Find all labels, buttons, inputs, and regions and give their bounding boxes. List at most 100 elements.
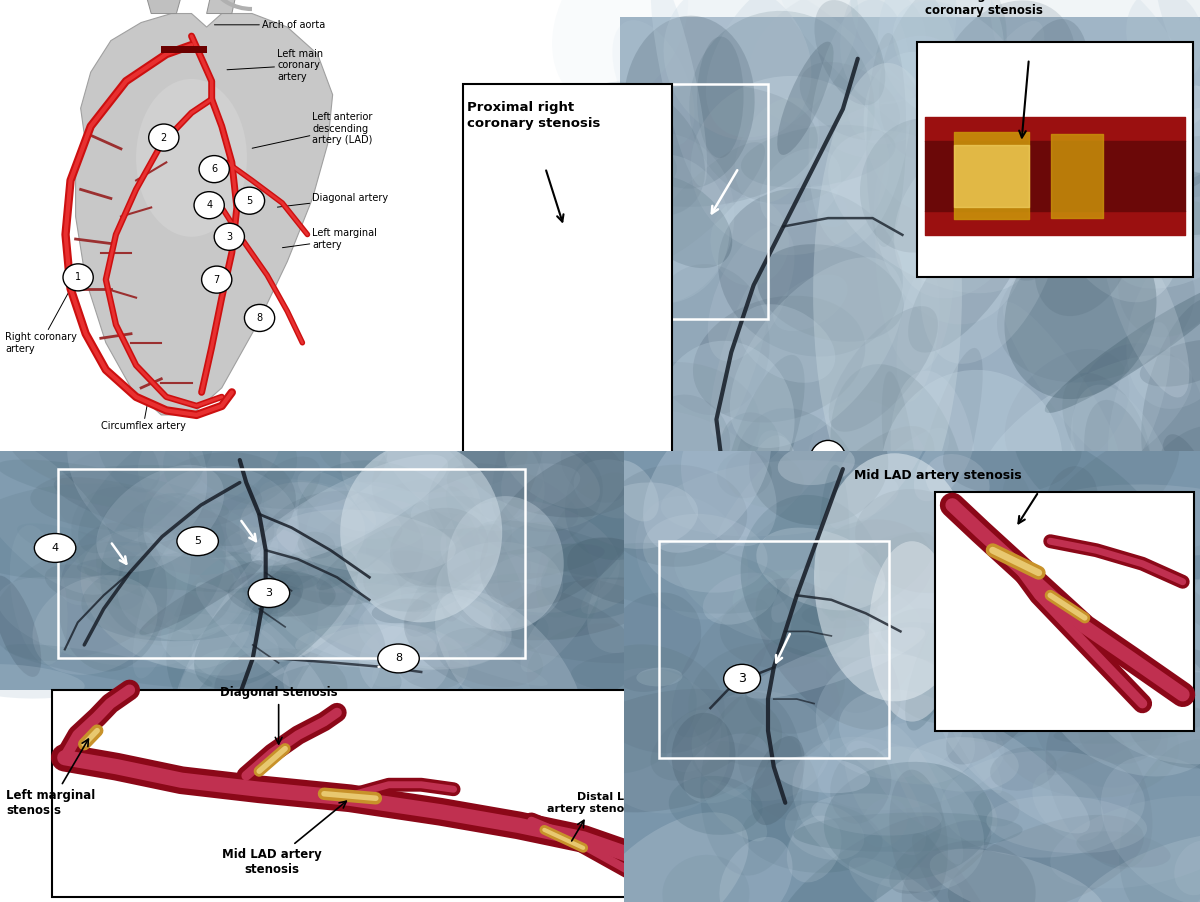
Ellipse shape (818, 465, 850, 621)
Ellipse shape (856, 489, 984, 594)
Text: Mid LAD artery
stenosis: Mid LAD artery stenosis (222, 801, 347, 876)
Ellipse shape (1134, 82, 1200, 181)
Ellipse shape (448, 496, 564, 631)
Text: Distal LAD
artery stenosis: Distal LAD artery stenosis (547, 792, 642, 841)
Text: 3: 3 (738, 672, 746, 686)
Ellipse shape (641, 143, 766, 263)
Ellipse shape (889, 820, 991, 894)
Ellipse shape (1003, 680, 1072, 748)
Ellipse shape (1129, 702, 1200, 769)
Ellipse shape (1100, 755, 1200, 902)
Ellipse shape (887, 724, 964, 864)
Ellipse shape (175, 540, 278, 707)
Ellipse shape (848, 858, 954, 902)
Circle shape (176, 527, 218, 556)
Ellipse shape (77, 556, 318, 593)
Ellipse shape (1073, 344, 1200, 509)
Ellipse shape (404, 524, 502, 637)
Ellipse shape (620, 345, 661, 511)
Ellipse shape (247, 548, 424, 663)
Text: Left anterior
descending
artery (LAD): Left anterior descending artery (LAD) (252, 112, 373, 148)
Ellipse shape (1140, 340, 1200, 387)
Ellipse shape (1091, 167, 1200, 235)
Ellipse shape (551, 689, 782, 813)
Ellipse shape (455, 573, 695, 663)
Bar (917, 41, 1193, 277)
Ellipse shape (773, 274, 847, 331)
Ellipse shape (720, 412, 780, 475)
Ellipse shape (1141, 298, 1200, 491)
Text: 4: 4 (206, 200, 212, 210)
Polygon shape (206, 0, 236, 14)
Ellipse shape (396, 640, 468, 689)
Ellipse shape (720, 586, 846, 668)
Ellipse shape (521, 575, 600, 672)
Ellipse shape (740, 495, 882, 658)
Ellipse shape (1025, 725, 1093, 795)
Ellipse shape (1044, 466, 1098, 547)
Ellipse shape (781, 0, 943, 147)
Text: 1: 1 (824, 455, 832, 468)
Ellipse shape (143, 452, 296, 558)
Ellipse shape (1123, 579, 1200, 672)
Ellipse shape (865, 649, 949, 890)
Ellipse shape (697, 37, 744, 158)
Ellipse shape (894, 146, 1024, 299)
Ellipse shape (649, 394, 730, 481)
Ellipse shape (1000, 156, 1060, 224)
Ellipse shape (878, 0, 1004, 117)
Ellipse shape (1034, 194, 1133, 316)
Ellipse shape (161, 613, 259, 676)
Ellipse shape (460, 405, 644, 518)
Ellipse shape (986, 796, 1147, 853)
Ellipse shape (935, 677, 1002, 794)
Ellipse shape (756, 578, 900, 730)
Ellipse shape (863, 532, 1002, 593)
Ellipse shape (823, 762, 992, 880)
Text: 7: 7 (214, 274, 220, 285)
Ellipse shape (809, 0, 912, 247)
Ellipse shape (215, 648, 348, 727)
Ellipse shape (1054, 552, 1093, 654)
Ellipse shape (403, 580, 637, 704)
Ellipse shape (905, 603, 964, 731)
Ellipse shape (1003, 302, 1118, 463)
Ellipse shape (977, 557, 1102, 599)
Ellipse shape (694, 504, 841, 629)
Ellipse shape (710, 272, 770, 437)
Polygon shape (520, 558, 695, 776)
Ellipse shape (941, 143, 1090, 264)
Ellipse shape (774, 756, 870, 793)
Ellipse shape (1074, 833, 1200, 902)
Ellipse shape (492, 400, 546, 521)
Ellipse shape (589, 483, 698, 549)
Polygon shape (136, 0, 192, 14)
Ellipse shape (1030, 484, 1200, 557)
Ellipse shape (878, 0, 1007, 160)
Ellipse shape (17, 523, 144, 572)
Ellipse shape (779, 815, 942, 902)
Ellipse shape (736, 408, 864, 566)
Ellipse shape (527, 408, 758, 534)
Ellipse shape (258, 660, 402, 719)
Ellipse shape (560, 438, 628, 502)
Ellipse shape (815, 0, 886, 106)
Ellipse shape (1045, 711, 1152, 869)
Ellipse shape (661, 460, 899, 537)
Ellipse shape (60, 526, 175, 605)
Ellipse shape (636, 667, 683, 686)
Circle shape (194, 191, 224, 218)
Ellipse shape (577, 543, 790, 613)
Ellipse shape (166, 546, 318, 722)
Ellipse shape (784, 426, 935, 587)
Ellipse shape (944, 512, 1019, 565)
Ellipse shape (362, 585, 494, 652)
Ellipse shape (901, 841, 1036, 902)
Polygon shape (76, 14, 332, 415)
Ellipse shape (180, 647, 289, 730)
Ellipse shape (1014, 429, 1172, 562)
Ellipse shape (446, 464, 578, 532)
Ellipse shape (787, 815, 841, 882)
Ellipse shape (582, 813, 749, 902)
Ellipse shape (437, 542, 563, 630)
